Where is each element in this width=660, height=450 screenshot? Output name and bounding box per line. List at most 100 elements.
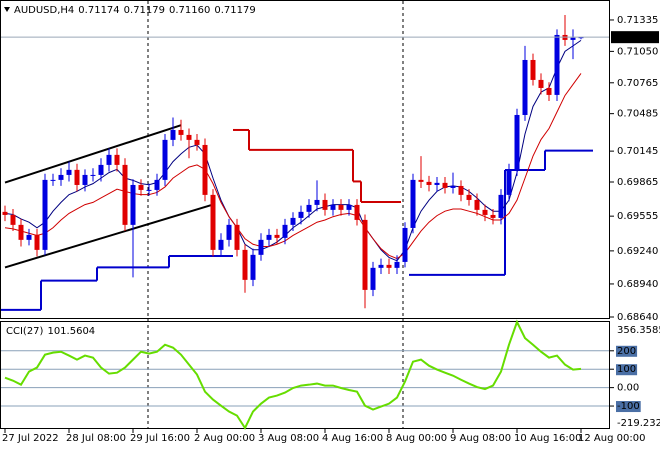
menu-arrow — [4, 7, 10, 12]
candle-body — [322, 199, 328, 210]
y-tick-label: 0.70765 — [617, 78, 658, 89]
candle-body — [274, 234, 280, 238]
candle-body — [298, 211, 304, 218]
candle-body — [482, 209, 488, 215]
x-tick-label: 28 Jul 08:00 — [66, 433, 126, 444]
y-limit-label: -219.2329 — [617, 418, 660, 429]
y-tick-label: 100 — [617, 364, 636, 375]
candle-body — [346, 204, 352, 210]
candle-body — [466, 194, 472, 200]
marks — [1, 15, 609, 431]
cci-value: 101.5604 — [47, 326, 95, 337]
candle-body — [306, 204, 312, 212]
candle-body — [490, 214, 496, 218]
candle-body — [266, 234, 272, 240]
candle-body — [522, 59, 528, 115]
trendline — [4, 203, 214, 269]
candle-body — [402, 227, 408, 262]
candle-body — [18, 224, 24, 240]
candle-body — [282, 224, 288, 238]
x-tick-label: 10 Aug 16:00 — [514, 433, 581, 444]
candle-body — [530, 59, 536, 80]
x-tick-label: 8 Aug 00:00 — [386, 433, 447, 444]
candle-body — [354, 204, 360, 220]
main-frame — [0, 0, 610, 319]
candle-body — [570, 37, 576, 40]
candle-body — [178, 129, 184, 135]
candle-body — [186, 134, 192, 140]
quote: 0.71179 — [214, 5, 255, 16]
cci-line — [4, 319, 582, 431]
candle-body — [258, 239, 264, 255]
y-tick-label: 0.71335 — [617, 15, 658, 26]
y-tick-label: -100 — [617, 401, 640, 412]
price-label: 0.71179 — [617, 32, 658, 43]
candle-body — [130, 184, 136, 225]
candle-body — [314, 199, 320, 205]
x-tick-label: 12 Aug 00:00 — [578, 433, 645, 444]
level-label-bg — [616, 345, 638, 357]
x-tick-label: 4 Aug 16:00 — [322, 433, 383, 444]
y-tick-label: 200 — [617, 346, 636, 357]
y-tick-label: 0.69555 — [617, 211, 658, 222]
candle-body — [10, 214, 16, 225]
candle-body — [450, 185, 456, 188]
candle-body — [242, 249, 248, 280]
candle-body — [226, 224, 232, 240]
candle-body — [90, 174, 96, 176]
candle-body — [410, 179, 416, 228]
candle-body — [330, 204, 336, 210]
y-tick-label: 0.69240 — [617, 246, 658, 257]
candle-body — [154, 179, 160, 190]
symbol: AUDUSD,H4 — [14, 5, 74, 16]
candle-body — [146, 189, 152, 191]
candle-body — [418, 179, 424, 182]
candle-body — [218, 239, 224, 250]
candle-body — [210, 194, 216, 250]
candle-body — [170, 129, 176, 140]
cci-title: CCI(27) — [6, 326, 44, 337]
y-tick-label: 0.00 — [617, 383, 639, 394]
x-tick-label: 27 Jul 2022 — [2, 433, 59, 444]
candle-body — [514, 114, 520, 170]
price-label-bg — [611, 31, 659, 44]
candle-body — [234, 224, 240, 250]
cci-frame — [0, 321, 610, 429]
candle-body — [370, 267, 376, 290]
candle-body — [426, 181, 432, 185]
candle-body — [474, 199, 480, 210]
candle-body — [82, 174, 88, 185]
quote: 0.71174 — [78, 5, 119, 16]
candle-body — [506, 169, 512, 195]
y-tick-label: 0.68940 — [617, 279, 658, 290]
candle-body — [26, 234, 32, 240]
y-tick-label: 0.70485 — [617, 109, 658, 120]
candle-body — [122, 164, 128, 225]
quote: 0.71160 — [169, 5, 210, 16]
header: AUDUSD,H4 0.71174 0.71179 0.71160 0.71179 — [14, 5, 256, 16]
candle-body — [58, 174, 64, 180]
candle-body — [250, 254, 256, 280]
candle-body — [442, 182, 448, 188]
quote: 0.71179 — [124, 5, 165, 16]
candle-body — [362, 219, 368, 290]
candle-body — [74, 169, 80, 185]
candle-body — [98, 164, 104, 175]
y-tick-label: 0.71050 — [617, 46, 658, 57]
level-label-bg — [616, 364, 638, 376]
candle-body — [202, 144, 208, 195]
candle-body — [434, 182, 440, 185]
candle-body — [554, 34, 560, 95]
cci-header: CCI(27) 101.5604 — [6, 326, 95, 337]
x-tick-label: 2 Aug 00:00 — [194, 433, 255, 444]
candle-body — [194, 139, 200, 145]
y-tick-label: 0.68640 — [617, 312, 658, 323]
candle-body — [2, 211, 8, 215]
candle-body — [34, 234, 40, 250]
y-tick-label: 0.70145 — [617, 146, 658, 157]
trendline — [4, 124, 182, 184]
candle-body — [458, 185, 464, 195]
candle-body — [394, 261, 400, 268]
